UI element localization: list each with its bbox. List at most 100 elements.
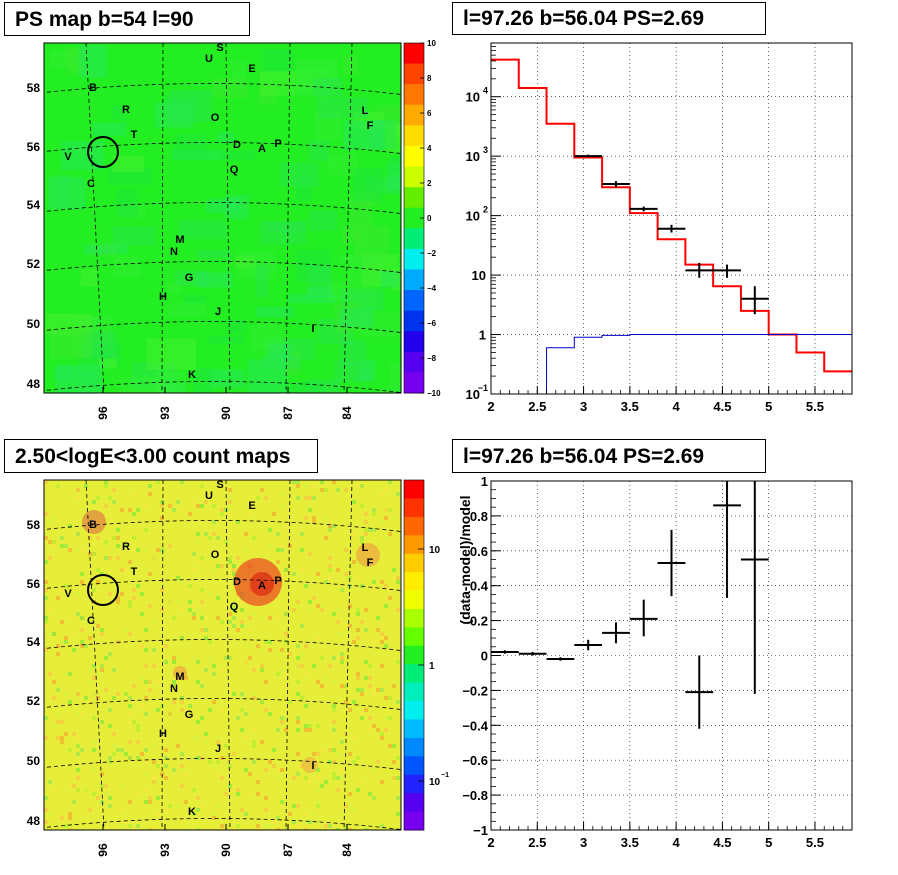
lon-tick-label: 90 [219,843,233,857]
ps-texture-patch [289,381,325,393]
count-texture-pixel [312,772,316,776]
count-texture-pixel [156,548,160,552]
count-texture-pixel [300,764,304,768]
count-texture-pixel [240,608,244,612]
ps-map-source-label: G [185,272,194,284]
count-texture-pixel [288,812,292,816]
count-texture-pixel [252,612,256,616]
count-texture-pixel [236,716,240,720]
count-texture-pixel [68,828,72,830]
count-texture-pixel [292,572,296,576]
count-texture-pixel [332,680,336,684]
count-texture-pixel [260,700,264,704]
count-map-source-label: K [188,806,196,818]
ps-texture-patch [338,254,383,263]
count-texture-pixel [316,776,320,780]
count-texture-pixel [68,672,72,676]
ps-colorbar-band [404,63,424,85]
ps-texture-patch [339,308,374,328]
count-texture-pixel [368,716,372,720]
count-texture-pixel [116,748,120,752]
count-map-lat-axis: 58 56 54 52 50 48 [27,518,41,828]
count-texture-pixel [68,616,72,620]
count-texture-pixel [248,628,252,632]
count-texture-pixel [364,828,368,830]
ps-texture-patch [192,367,213,393]
count-texture-pixel [56,596,60,600]
count-texture-pixel [236,792,240,796]
count-texture-pixel [152,648,156,652]
lat-grid-line [44,698,401,710]
count-texture-pixel [348,804,352,808]
count-texture-pixel [148,604,152,608]
count-texture-pixel [304,812,308,816]
count-texture-pixel [372,724,376,728]
count-texture-pixel [216,536,220,540]
count-texture-pixel [380,688,384,692]
count-texture-pixel [280,544,284,548]
count-texture-pixel [156,708,160,712]
count-texture-pixel [208,592,212,596]
ps-map-source-label: Q [230,164,239,176]
count-texture-pixel [148,828,152,830]
count-texture-pixel [308,720,312,724]
count-texture-pixel [184,676,188,680]
count-texture-pixel [192,756,196,760]
count-texture-pixel [168,504,172,508]
count-texture-pixel [364,660,368,664]
count-texture-pixel [108,756,112,760]
count-texture-pixel [380,520,384,524]
count-texture-pixel [368,684,372,688]
count-texture-pixel [324,824,328,828]
count-texture-pixel [68,748,72,752]
count-texture-pixel [240,692,244,696]
count-texture-pixel [124,820,128,824]
count-texture-pixel [356,560,360,564]
count-texture-pixel [116,692,120,696]
lat-tick-label: 50 [27,754,41,768]
count-texture-pixel [248,644,252,648]
ps-colorbar-band [404,372,424,394]
count-texture-pixel [388,532,392,536]
ps-texture-patch [342,56,358,75]
spectrum-data-point [574,154,603,158]
ps-texture-patch [287,294,337,304]
ps-texture-patch [280,162,319,187]
count-texture-pixel [104,792,108,796]
count-texture-pixel [136,728,140,732]
count-texture-pixel [128,824,132,828]
count-texture-pixel [352,736,356,740]
residual-x-tick-label: 5 [765,835,772,850]
count-texture-pixel [340,632,344,636]
count-texture-pixel [92,768,96,772]
count-texture-pixel [84,644,88,648]
ps-texture-patch [169,89,213,123]
count-texture-pixel [68,524,72,528]
residual-y-tick-label: −0.4 [462,718,488,733]
lat-tick-label: 56 [27,577,41,591]
count-texture-pixel [212,504,216,508]
count-texture-pixel [104,504,108,508]
count-texture-pixel [356,676,360,680]
count-texture-pixel [180,708,184,712]
count-texture-pixel [304,504,308,508]
count-texture-pixel [192,656,196,660]
count-texture-pixel [256,776,260,780]
count-texture-pixel [356,612,360,616]
count-texture-pixel [280,672,284,676]
spectrum-series [491,58,852,394]
ps-colorbar-band [404,145,424,168]
count-texture-pixel [320,480,324,484]
count-texture-pixel [200,616,204,620]
count-texture-pixel [360,780,364,784]
ps-texture-patch [196,249,232,259]
count-texture-pixel [340,812,344,816]
count-texture-pixel [84,696,88,700]
count-texture-pixel [396,776,400,780]
lat-tick-label: 48 [27,377,41,391]
count-texture-pixel [244,736,248,740]
count-texture-pixel [204,616,208,620]
count-texture-pixel [312,496,316,500]
count-texture-pixel [336,776,340,780]
